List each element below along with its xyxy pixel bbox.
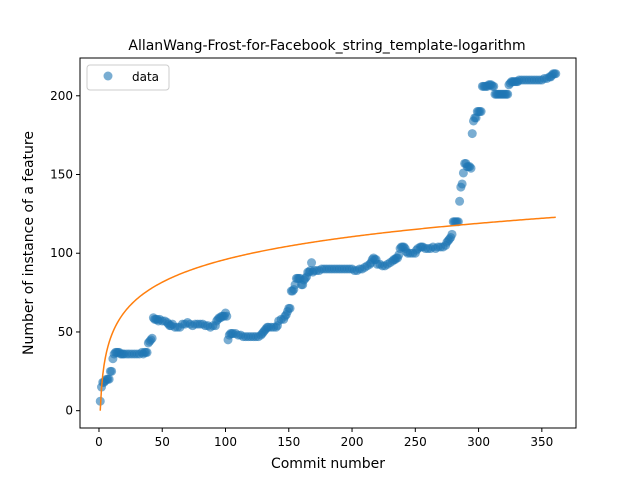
legend-label-data: data	[132, 70, 159, 84]
data-point-34	[147, 333, 157, 343]
x-tick-label-50: 50	[155, 435, 170, 449]
data-point-209	[466, 163, 476, 173]
x-tick-label-150: 150	[277, 435, 300, 449]
data-point-238	[503, 89, 513, 99]
data-point-202	[457, 179, 467, 189]
y-tick-label-150: 150	[50, 168, 73, 182]
data-point-210	[467, 129, 477, 139]
data-point-73	[222, 311, 232, 321]
y-tick-label-100: 100	[50, 246, 73, 260]
data-point-194	[447, 229, 457, 239]
y-axis-label: Number of instance of a feature	[21, 131, 37, 355]
data-point-9	[107, 366, 117, 376]
data-point-124	[307, 258, 317, 268]
x-tick-label-200: 200	[341, 435, 364, 449]
y-tick-label-200: 200	[50, 89, 73, 103]
data-point-200	[455, 196, 465, 206]
fit-line	[99, 216, 556, 411]
legend-box	[86, 64, 170, 91]
y-axis: 0 50 100 150 200	[50, 89, 80, 418]
y-tick-label-0: 0	[65, 404, 73, 418]
data-point-217	[476, 107, 486, 117]
x-tick-label-0: 0	[95, 435, 103, 449]
data-point-7	[104, 374, 114, 384]
y-tick-label-50: 50	[58, 325, 73, 339]
data-point-30	[142, 347, 152, 357]
data-point-264	[551, 69, 561, 79]
chart-title: AllanWang-Frost-for-Facebook_string_temp…	[128, 38, 525, 54]
data-point-107	[285, 303, 295, 313]
x-tick-label-100: 100	[214, 435, 237, 449]
plot-area	[95, 69, 561, 411]
x-tick-label-250: 250	[404, 435, 427, 449]
x-axis-label: Commit number	[271, 456, 385, 472]
plot-frame	[79, 57, 577, 429]
x-tick-label-350: 350	[530, 435, 553, 449]
data-point-227	[489, 81, 499, 91]
legend: data	[86, 64, 170, 91]
legend-marker-data	[103, 71, 113, 81]
data-point-199	[453, 217, 463, 227]
x-tick-label-300: 300	[467, 435, 490, 449]
x-axis: 0 50 100 150 200 250 300 350	[95, 428, 553, 449]
